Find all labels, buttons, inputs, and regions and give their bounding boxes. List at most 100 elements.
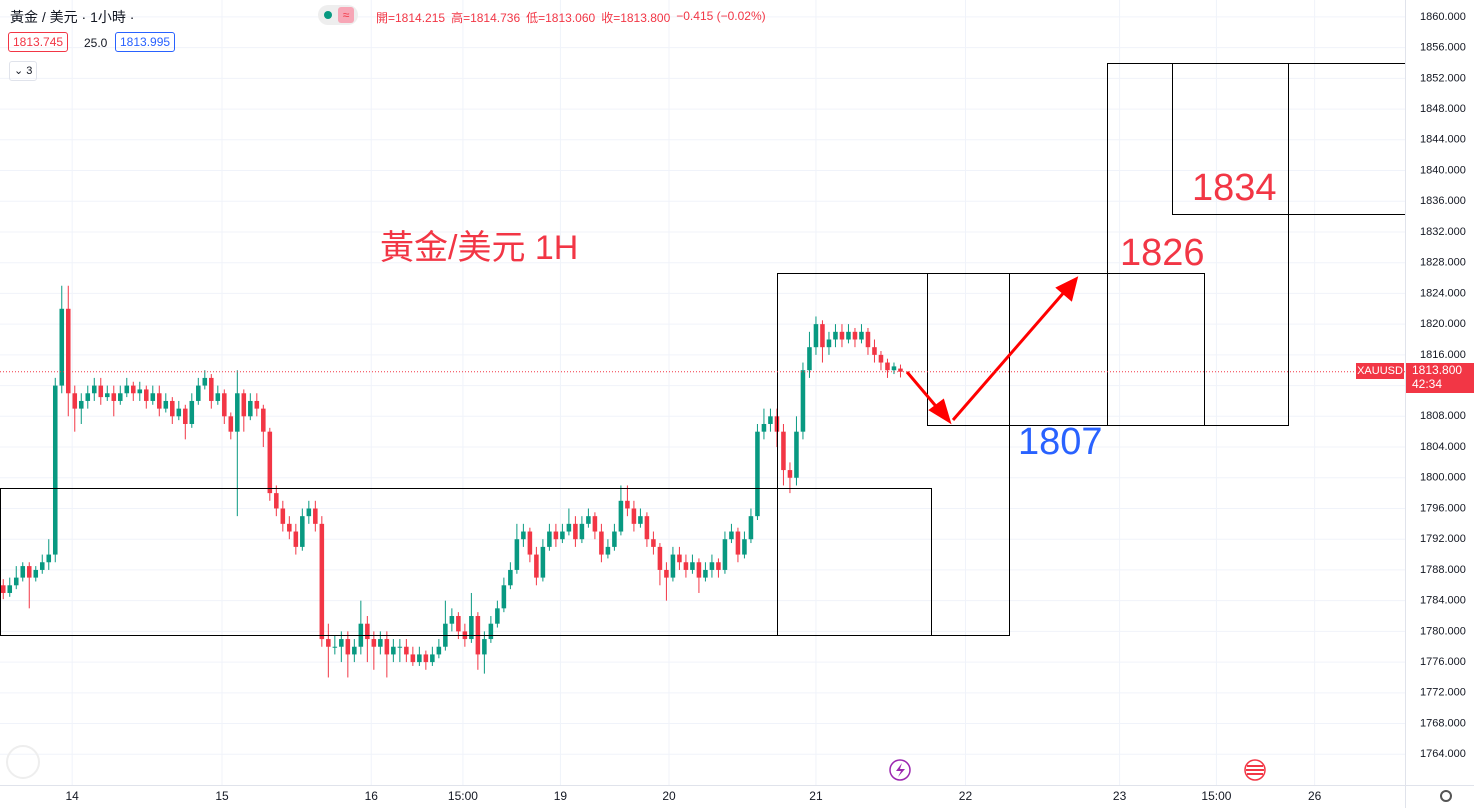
symbol-label: XAUUSD <box>1356 363 1404 379</box>
candle-body <box>826 339 832 348</box>
ask-price[interactable]: 1813.995 <box>115 32 176 52</box>
y-tick-label: 1768.000 <box>1420 717 1466 729</box>
y-tick-label: 1844.000 <box>1420 134 1466 146</box>
candle-body <box>605 546 611 555</box>
y-tick-label: 1820.000 <box>1420 318 1466 330</box>
candle-body <box>72 393 78 409</box>
candle-body <box>703 569 708 578</box>
candle-body <box>774 416 780 432</box>
bid-price[interactable]: 1813.745 <box>8 32 69 52</box>
candle-body <box>85 393 91 401</box>
y-tick-label: 1800.000 <box>1420 472 1466 484</box>
candle-body <box>579 523 585 540</box>
candle-body <box>482 639 487 655</box>
candle-body <box>690 562 695 570</box>
candle-body <box>417 654 422 663</box>
symbol-title: 黃金 / 美元 · 1小時 · <box>10 9 135 25</box>
candle-body <box>436 646 442 655</box>
drawings <box>0 63 1406 636</box>
candle-body <box>612 531 617 547</box>
candle-body <box>781 431 786 471</box>
candle-body <box>534 554 539 578</box>
candle-body <box>638 516 643 524</box>
y-tick-label: 1788.000 <box>1420 564 1466 576</box>
candle-body <box>118 393 123 401</box>
candle-body <box>52 385 58 555</box>
candle-body <box>384 639 390 655</box>
candle-body <box>573 523 578 540</box>
candle-body <box>397 646 403 648</box>
rectangle <box>927 273 1205 426</box>
candle-body <box>742 539 747 555</box>
y-tick-label: 1804.000 <box>1420 441 1466 453</box>
candle-body <box>423 654 429 663</box>
candle-body <box>852 331 858 340</box>
candle-body <box>495 608 500 624</box>
y-tick-label: 1792.000 <box>1420 533 1466 545</box>
y-tick-label: 1772.000 <box>1420 687 1466 699</box>
candle-body <box>540 546 546 578</box>
indicator-toggle[interactable]: ⌄ 3 <box>9 61 38 81</box>
candle-body <box>872 347 877 355</box>
candle-body <box>859 331 864 340</box>
candle-body <box>254 400 260 409</box>
x-tick-label: 15:00 <box>1201 789 1231 803</box>
countdown: 42:34 <box>1412 377 1443 391</box>
candle-body <box>189 400 195 424</box>
candle-body <box>20 566 26 578</box>
candle-body <box>7 585 13 593</box>
y-tick-label: 1764.000 <box>1420 748 1466 760</box>
arrow <box>905 371 942 412</box>
event-icon <box>896 763 905 777</box>
candle-body <box>280 508 286 524</box>
legend-item: 高=1814.736 <box>451 11 521 25</box>
candle-body <box>222 393 227 417</box>
arrow-head <box>928 398 952 425</box>
candle-body <box>91 385 97 394</box>
candle-body <box>521 531 526 540</box>
candle-body <box>807 347 812 371</box>
y-tick-label: 1776.000 <box>1420 656 1466 668</box>
candle-body <box>755 431 760 517</box>
legend-item: 低=1813.060 <box>526 11 596 25</box>
candle-body <box>365 623 370 640</box>
settings-icon[interactable] <box>1440 790 1452 802</box>
candle-body <box>267 431 273 494</box>
candle-body <box>898 368 903 372</box>
candle-body <box>527 531 533 555</box>
status-dot <box>324 11 332 19</box>
annotation: 1826 <box>1120 232 1205 274</box>
candle-body <box>729 531 734 540</box>
event-icon[interactable] <box>889 759 911 781</box>
candle-body <box>111 393 117 401</box>
candle-body <box>65 308 71 394</box>
candle-body <box>514 539 520 570</box>
candle-body <box>449 616 455 624</box>
candle-body <box>78 400 84 409</box>
y-tick-label: 1848.000 <box>1420 103 1466 115</box>
x-tick-label: 26 <box>1308 789 1322 803</box>
candle-body <box>469 616 474 640</box>
candle-body <box>735 531 741 555</box>
status-badge[interactable]: ≈ <box>318 5 358 25</box>
candle-body <box>59 308 65 386</box>
y-tick-label: 1808.000 <box>1420 410 1466 422</box>
candle-body <box>352 646 357 655</box>
candle-body <box>378 639 383 647</box>
x-tick-label: 16 <box>365 789 379 803</box>
candle-body <box>287 523 292 532</box>
candle-body <box>261 408 266 432</box>
candle-body <box>235 393 240 432</box>
candle-body <box>813 324 819 348</box>
grid <box>0 0 1405 785</box>
candle-body <box>820 324 825 348</box>
candle-body <box>560 531 565 540</box>
legend-item: 開=1814.215 <box>376 11 446 25</box>
candle-body <box>891 366 897 371</box>
legend-item: 收=1813.800 <box>601 11 671 25</box>
candle-body <box>144 389 149 401</box>
arrows <box>905 276 1079 425</box>
candle-body <box>846 331 851 340</box>
